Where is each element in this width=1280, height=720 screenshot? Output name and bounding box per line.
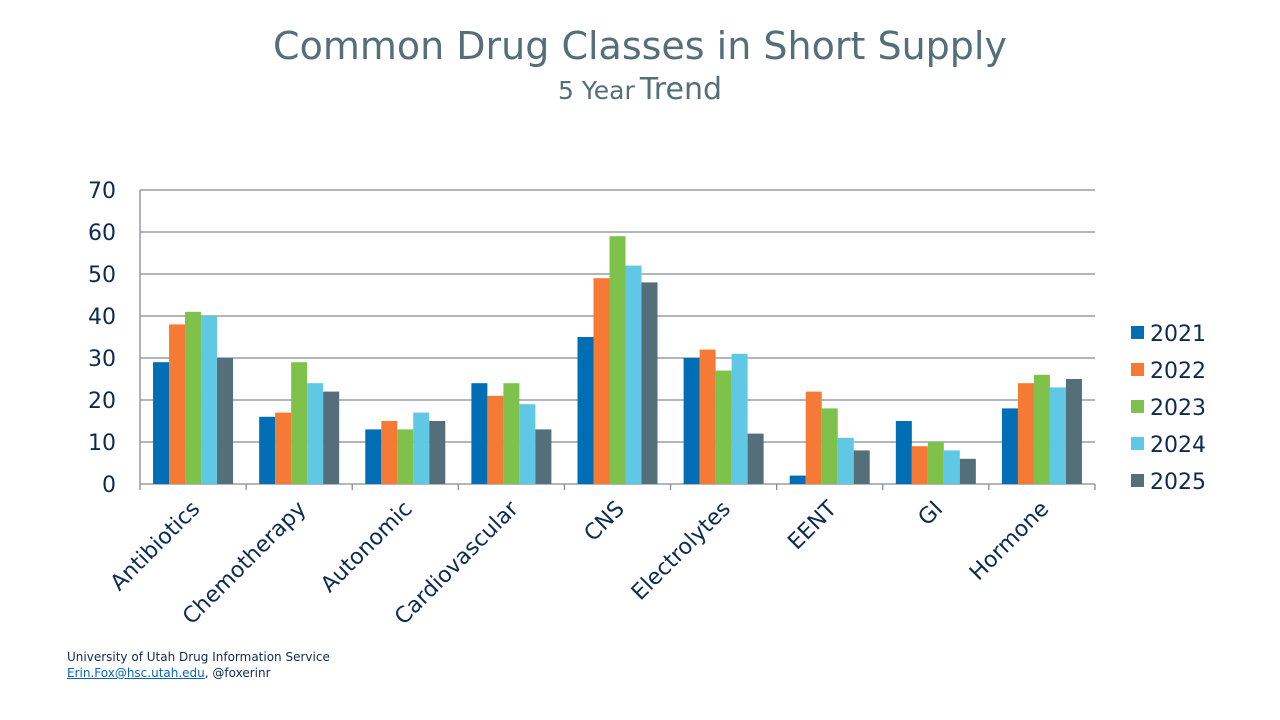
bar-2023-eent: [821, 408, 838, 484]
bar-2023-autonomic: [397, 429, 414, 484]
bar-2022-eent: [805, 391, 822, 484]
x-tick-label: Antibiotics: [106, 497, 205, 596]
bar-2022-hormone: [1017, 383, 1034, 484]
subtitle-part: Trend: [639, 72, 722, 107]
x-tick-label: Electrolytes: [627, 497, 736, 606]
bar-2023-cardiovascular: [503, 383, 520, 484]
bar-2022-electrolytes: [699, 349, 716, 484]
bar-2025-cns: [641, 282, 658, 484]
bar-2024-cns: [625, 265, 642, 484]
bar-2024-eent: [837, 437, 854, 484]
y-tick-label: 30: [88, 347, 116, 372]
legend-label: 2022: [1150, 359, 1206, 384]
chart-title: Common Drug Classes in Short Supply: [273, 24, 1007, 68]
bar-2024-gi: [943, 450, 960, 484]
footer-email-link[interactable]: Erin.Fox@hsc.utah.edu: [67, 666, 205, 680]
legend-swatch: [1131, 363, 1144, 376]
bar-2025-gi: [959, 458, 976, 484]
bar-2025-electrolytes: [747, 433, 764, 484]
bar-2024-antibiotics: [201, 316, 218, 484]
bar-2024-electrolytes: [731, 353, 748, 484]
y-tick-label: 0: [102, 473, 116, 498]
bar-2023-antibiotics: [185, 311, 202, 484]
y-tick-label: 20: [88, 389, 116, 414]
x-tick-label: EENT: [783, 496, 842, 555]
bar-2021-autonomic: [365, 429, 382, 484]
bar-2021-cardiovascular: [471, 383, 488, 484]
legend-swatch: [1131, 474, 1144, 487]
bar-2021-chemotherapy: [259, 416, 276, 484]
bar-2021-hormone: [1001, 408, 1018, 484]
bar-2025-eent: [853, 450, 870, 484]
bar-2021-gi: [895, 421, 912, 484]
x-tick-label: CNS: [580, 497, 630, 547]
legend-label: 2021: [1150, 322, 1206, 347]
bar-2024-hormone: [1049, 387, 1066, 484]
bar-2023-hormone: [1033, 374, 1050, 484]
y-tick-label: 60: [88, 221, 116, 246]
y-tick-label: 70: [88, 179, 116, 204]
bar-2025-chemotherapy: [323, 391, 340, 484]
legend-swatch: [1131, 326, 1144, 339]
chart-subtitle: 5 Year Trend: [0, 72, 1280, 107]
bar-2023-cns: [609, 236, 626, 484]
x-tick-label: Autonomic: [316, 497, 417, 598]
y-tick-label: 50: [88, 263, 116, 288]
bar-2025-autonomic: [429, 421, 446, 484]
bar-2022-cardiovascular: [487, 395, 504, 484]
bar-2025-cardiovascular: [535, 429, 552, 484]
legend-swatch: [1131, 437, 1144, 450]
footer-handle: , @foxerinr: [204, 666, 271, 680]
bar-2022-autonomic: [381, 421, 398, 484]
bar-2023-gi: [927, 442, 944, 484]
bar-2025-hormone: [1065, 379, 1082, 484]
bar-2021-eent: [789, 475, 806, 484]
bar-2021-cns: [577, 337, 594, 484]
bar-2021-antibiotics: [153, 362, 170, 484]
bar-2023-electrolytes: [715, 370, 732, 484]
bar-2022-chemotherapy: [275, 412, 292, 484]
legend-swatch: [1131, 400, 1144, 413]
subtitle-part: 5 Year: [558, 76, 635, 105]
y-tick-label: 10: [88, 431, 116, 456]
legend-label: 2024: [1150, 433, 1206, 458]
bar-2021-electrolytes: [683, 358, 700, 484]
bar-2022-antibiotics: [169, 324, 186, 484]
bar-2022-cns: [593, 278, 610, 484]
bar-2025-antibiotics: [217, 358, 234, 484]
bar-2023-chemotherapy: [291, 362, 308, 484]
x-tick-label: GI: [914, 497, 948, 531]
bar-2024-autonomic: [413, 412, 430, 484]
footer: University of Utah Drug Information Serv…: [67, 649, 330, 681]
bar-2024-chemotherapy: [307, 383, 324, 484]
legend-label: 2025: [1150, 470, 1206, 495]
legend-label: 2023: [1150, 396, 1206, 421]
footer-org: University of Utah Drug Information Serv…: [67, 650, 330, 664]
bar-2024-cardiovascular: [519, 404, 536, 484]
bar-2022-gi: [911, 446, 928, 484]
y-tick-label: 40: [88, 305, 116, 330]
x-tick-label: Hormone: [965, 497, 1054, 586]
